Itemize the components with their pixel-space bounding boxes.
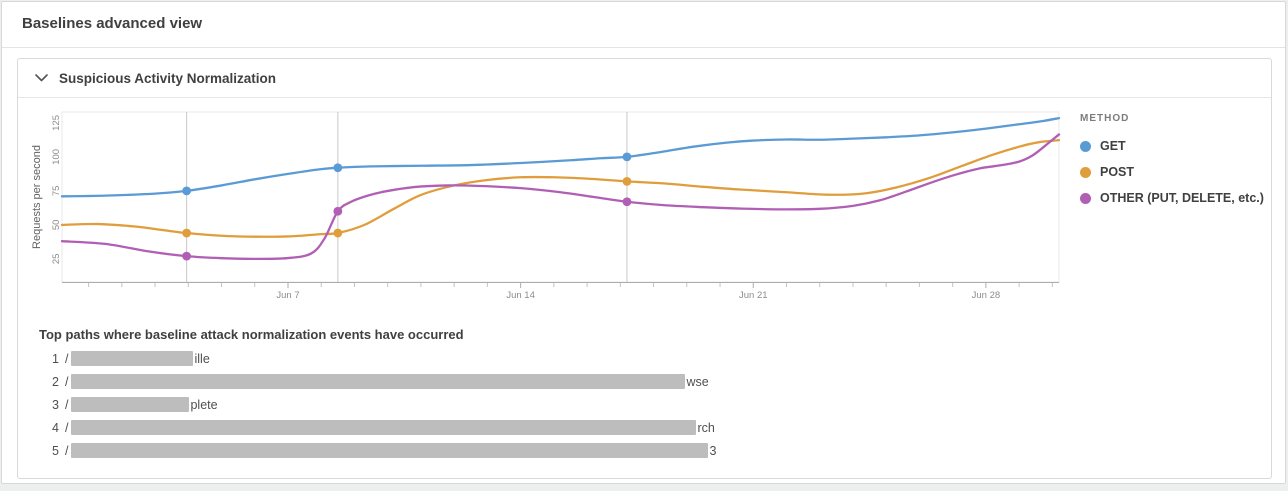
path-row-2: 2 / wse: [39, 370, 939, 393]
path-rank: 1: [52, 351, 59, 366]
svg-text:Requests per second: Requests per second: [31, 145, 43, 249]
redacted-path-segment: [71, 351, 194, 366]
svg-text:75: 75: [51, 186, 62, 197]
svg-text:Jun 21: Jun 21: [739, 290, 768, 301]
path-suffix: 3: [709, 443, 717, 458]
redacted-path-segment: [71, 443, 709, 458]
svg-text:125: 125: [51, 115, 62, 131]
legend-label-other: OTHER (PUT, DELETE, etc.): [1100, 191, 1264, 205]
other-series-dot-icon: [1080, 192, 1091, 204]
section-header-toggle[interactable]: Suspicious Activity Normalization: [18, 59, 1271, 98]
page-title: Baselines advanced view: [22, 15, 203, 32]
legend-label-post: POST: [1100, 165, 1135, 179]
path-row-4: 4 / rch: [39, 416, 939, 439]
legend-item-get[interactable]: GET: [1080, 133, 1270, 159]
path-row-1: 1 / ille: [39, 347, 939, 370]
path-prefix: /: [65, 443, 69, 458]
svg-text:50: 50: [51, 220, 62, 231]
get-series-dot-icon: [1080, 140, 1091, 152]
path-rank: 4: [52, 420, 59, 435]
svg-text:Jun 28: Jun 28: [972, 290, 1001, 301]
redacted-path-segment: [71, 397, 190, 412]
top-paths-title: Top paths where baseline attack normaliz…: [39, 327, 464, 342]
path-prefix: /: [65, 420, 69, 435]
path-suffix: ille: [194, 351, 210, 366]
path-suffix: wse: [686, 374, 709, 389]
path-row-3: 3 / plete: [39, 393, 939, 416]
post-series-dot-icon: [1080, 166, 1091, 178]
requests-line-chart[interactable]: Jun 7 Jun 14 Jun 21 Jun 28 25 50 75 100 125 Reque…: [18, 99, 1074, 313]
svg-text:25: 25: [51, 254, 62, 265]
top-paths-section: Top paths where baseline attack normaliz…: [39, 327, 939, 462]
redacted-path-segment: [71, 420, 697, 435]
svg-text:Jun 14: Jun 14: [506, 290, 535, 301]
path-suffix: plete: [190, 397, 218, 412]
svg-text:Jun 7: Jun 7: [276, 290, 299, 301]
path-rank: 5: [52, 443, 59, 458]
chart-legend: METHOD GET POST OTHER (PUT, DELETE, etc.…: [1080, 113, 1270, 211]
section-title: Suspicious Activity Normalization: [59, 70, 277, 86]
path-prefix: /: [65, 351, 69, 366]
svg-text:100: 100: [51, 149, 62, 165]
path-rank: 2: [52, 374, 59, 389]
card-header: Baselines advanced view: [2, 2, 1285, 48]
path-suffix: rch: [697, 420, 715, 435]
suspicious-activity-chart: Jun 7 Jun 14 Jun 21 Jun 28 25 50 75 100 125 Reque…: [18, 99, 1271, 313]
legend-title: METHOD: [1080, 113, 1130, 124]
chevron-down-icon[interactable]: [35, 74, 48, 82]
legend-item-other[interactable]: OTHER (PUT, DELETE, etc.): [1080, 185, 1270, 211]
path-prefix: /: [65, 397, 69, 412]
path-prefix: /: [65, 374, 69, 389]
path-row-5: 5 / 3: [39, 439, 939, 462]
path-rank: 3: [52, 397, 59, 412]
legend-item-post[interactable]: POST: [1080, 159, 1270, 185]
legend-label-get: GET: [1100, 139, 1126, 153]
redacted-path-segment: [71, 374, 686, 389]
